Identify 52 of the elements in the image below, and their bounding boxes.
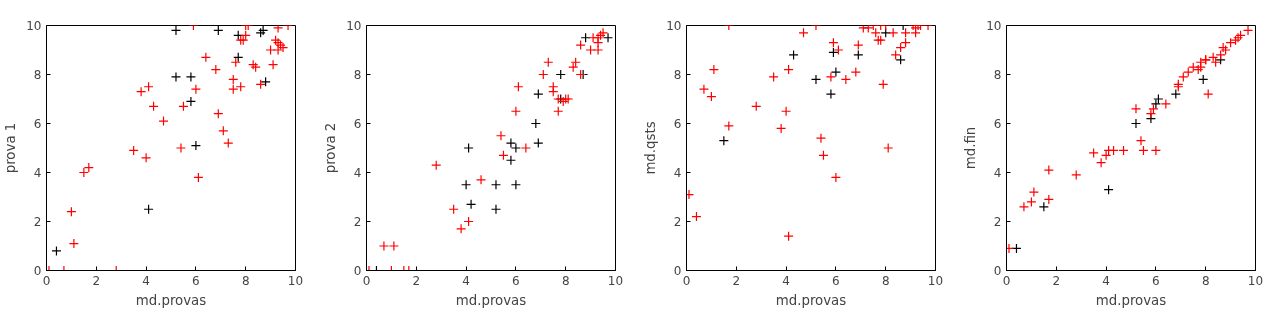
x-tick-label: 8 bbox=[1201, 273, 1210, 288]
y-tick-label: 4 bbox=[353, 166, 362, 180]
x-tick-label: 10 bbox=[927, 273, 944, 288]
y-tick-label: 0 bbox=[353, 264, 362, 278]
x-tick-label: 8 bbox=[881, 273, 890, 288]
y-tick-label: 8 bbox=[353, 68, 362, 82]
y-tick-label: 4 bbox=[673, 166, 682, 180]
x-tick-label: 6 bbox=[192, 273, 200, 288]
y-axis-title: md.fin bbox=[963, 126, 979, 170]
x-tick-label: 10 bbox=[607, 273, 624, 288]
y-axis-title: md.qsts bbox=[643, 121, 659, 175]
y-tick-label: 2 bbox=[33, 215, 42, 229]
x-tick-label: 4 bbox=[462, 273, 470, 288]
y-tick-label: 10 bbox=[666, 19, 682, 33]
x-axis-title: md.provas bbox=[135, 292, 207, 308]
y-tick-label: 2 bbox=[353, 215, 362, 229]
y-tick-label: 6 bbox=[353, 117, 362, 131]
y-tick-label: 4 bbox=[993, 166, 1002, 180]
y-axis-title: prova 1 bbox=[3, 122, 19, 174]
y-tick-label: 6 bbox=[673, 117, 682, 131]
x-tick-label: 4 bbox=[1102, 273, 1110, 288]
y-tick-label: 10 bbox=[346, 19, 362, 33]
x-axis-title: md.provas bbox=[1095, 292, 1167, 308]
x-tick-label: 2 bbox=[412, 273, 421, 288]
y-tick-label: 6 bbox=[993, 117, 1002, 131]
x-tick-label: 6 bbox=[512, 273, 520, 288]
y-tick-label: 8 bbox=[993, 68, 1002, 82]
y-axis-title: prova 2 bbox=[323, 122, 339, 174]
x-tick-label: 10 bbox=[1247, 273, 1264, 288]
x-tick-label: 6 bbox=[1152, 273, 1160, 288]
y-tick-label: 2 bbox=[673, 215, 682, 229]
x-axis-title: md.provas bbox=[775, 292, 847, 308]
x-tick-label: 8 bbox=[241, 273, 250, 288]
y-tick-label: 10 bbox=[26, 19, 42, 33]
x-tick-label: 4 bbox=[142, 273, 150, 288]
y-tick-label: 0 bbox=[993, 264, 1002, 278]
x-tick-label: 10 bbox=[287, 273, 304, 288]
y-tick-label: 4 bbox=[33, 166, 42, 180]
y-tick-label: 2 bbox=[993, 215, 1002, 229]
y-tick-label: 8 bbox=[33, 68, 42, 82]
x-tick-label: 2 bbox=[732, 273, 741, 288]
x-tick-label: 2 bbox=[92, 273, 101, 288]
y-tick-label: 0 bbox=[33, 264, 42, 278]
y-tick-label: 0 bbox=[673, 264, 682, 278]
y-tick-label: 8 bbox=[673, 68, 682, 82]
x-tick-label: 2 bbox=[1052, 273, 1061, 288]
y-tick-label: 10 bbox=[986, 19, 1002, 33]
y-tick-label: 6 bbox=[33, 117, 42, 131]
x-tick-label: 6 bbox=[832, 273, 840, 288]
x-axis-title: md.provas bbox=[455, 292, 527, 308]
x-tick-label: 8 bbox=[561, 273, 570, 288]
x-tick-label: 4 bbox=[782, 273, 790, 288]
